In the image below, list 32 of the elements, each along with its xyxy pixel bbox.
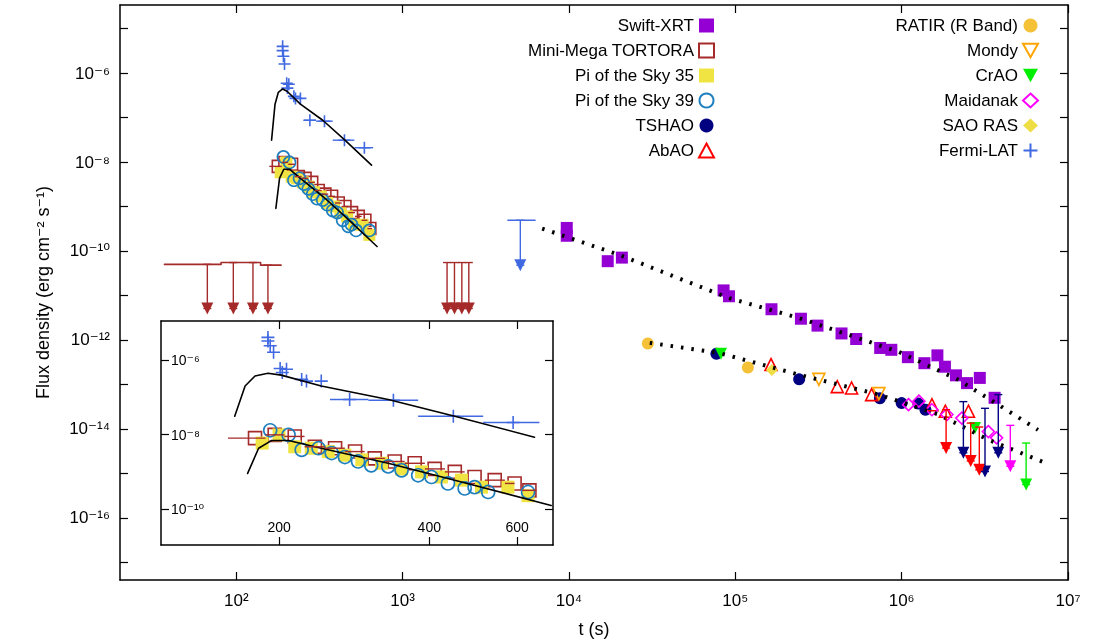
y-tick-label: 10⁻⁶ (171, 351, 200, 368)
legend-label: Mini-Mega TORTORA (528, 41, 695, 60)
y-tick-label: 10⁻¹⁰ (69, 241, 111, 261)
x-tick-label: 10⁵ (722, 590, 749, 610)
x-tick-label: 400 (417, 518, 442, 535)
x-tick-label: 200 (267, 518, 291, 535)
legend-label: Fermi-LAT (938, 141, 1018, 160)
y-tick-label: 10⁻¹⁰ (171, 501, 205, 518)
x-axis-title: t (s) (578, 619, 610, 639)
y-tick-label: 10⁻¹² (70, 330, 111, 350)
legend-label: Maidanak (944, 91, 1019, 110)
y-tick-label: 10⁻¹⁴ (69, 419, 110, 439)
legend-label: SAO RAS (942, 116, 1018, 135)
x-tick-label: 10² (223, 590, 249, 610)
y-tick-label: 10⁻⁸ (171, 426, 200, 443)
legend-label: Mondy (966, 41, 1019, 60)
x-tick-label: 10³ (390, 590, 416, 610)
x-tick-label: 10⁶ (888, 590, 915, 610)
legend-label: AbAO (648, 141, 694, 160)
legend-label: RATIR (R Band) (895, 16, 1018, 35)
legend-label: CrAO (975, 66, 1018, 85)
y-tick-label: 10⁻⁶ (75, 63, 110, 83)
legend-label: Swift-XRT (617, 16, 694, 35)
legend-label: TSHAO (635, 116, 694, 135)
x-tick-label: 10⁷ (1055, 590, 1081, 610)
x-tick-label: 10⁴ (555, 590, 583, 610)
legend-label: Pi of the Sky 39 (574, 91, 694, 110)
y-tick-label: 10⁻⁸ (74, 152, 110, 172)
x-tick-label: 600 (505, 518, 530, 535)
y-tick-label: 10⁻¹⁶ (69, 508, 110, 528)
legend-label: Pi of the Sky 35 (574, 66, 694, 85)
y-axis-title: Flux density (erg cm⁻² s⁻¹) (33, 185, 53, 400)
